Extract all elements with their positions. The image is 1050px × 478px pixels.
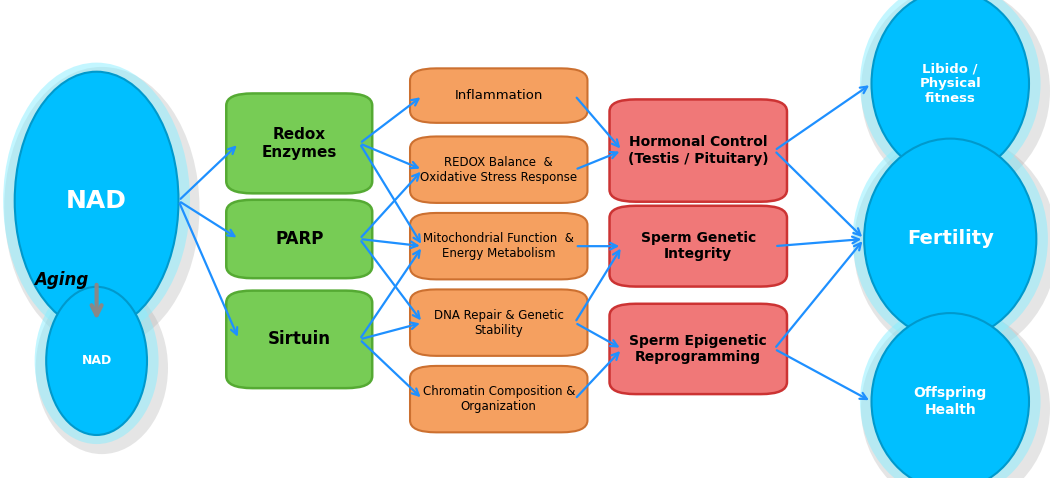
Text: Chromatin Composition &
Organization: Chromatin Composition & Organization xyxy=(422,385,575,413)
Ellipse shape xyxy=(4,67,200,349)
FancyBboxPatch shape xyxy=(609,99,788,202)
Text: DNA Repair & Genetic
Stability: DNA Repair & Genetic Stability xyxy=(434,309,564,337)
Text: PARP: PARP xyxy=(275,230,323,248)
FancyBboxPatch shape xyxy=(609,206,788,287)
Text: Sirtuin: Sirtuin xyxy=(268,330,331,348)
Text: Hormonal Control
(Testis / Pituitary): Hormonal Control (Testis / Pituitary) xyxy=(628,135,769,166)
Text: Mitochondrial Function  &
Energy Metabolism: Mitochondrial Function & Energy Metaboli… xyxy=(423,232,574,260)
Ellipse shape xyxy=(872,313,1029,478)
FancyBboxPatch shape xyxy=(410,68,587,123)
FancyBboxPatch shape xyxy=(226,200,372,278)
Text: Redox
Enzymes: Redox Enzymes xyxy=(261,127,337,160)
Text: Sperm Epigenetic
Reprogramming: Sperm Epigenetic Reprogramming xyxy=(629,334,768,364)
Ellipse shape xyxy=(861,308,1050,478)
Ellipse shape xyxy=(864,139,1036,339)
Ellipse shape xyxy=(872,0,1029,177)
Text: Aging: Aging xyxy=(34,271,88,289)
FancyBboxPatch shape xyxy=(410,366,587,432)
FancyBboxPatch shape xyxy=(410,290,587,356)
Ellipse shape xyxy=(854,134,1050,358)
Text: NAD: NAD xyxy=(66,189,127,213)
FancyBboxPatch shape xyxy=(226,291,372,388)
Text: Libido /
Physical
fitness: Libido / Physical fitness xyxy=(920,62,981,105)
Ellipse shape xyxy=(15,72,178,330)
Ellipse shape xyxy=(853,130,1048,348)
Text: Inflammation: Inflammation xyxy=(455,89,543,102)
Ellipse shape xyxy=(860,0,1041,186)
Text: NAD: NAD xyxy=(82,354,111,368)
Text: REDOX Balance  &
Oxidative Stress Response: REDOX Balance & Oxidative Stress Respons… xyxy=(420,156,578,184)
FancyBboxPatch shape xyxy=(410,137,587,203)
Ellipse shape xyxy=(36,282,168,454)
Ellipse shape xyxy=(861,0,1050,196)
Text: Sperm Genetic
Integrity: Sperm Genetic Integrity xyxy=(640,231,756,261)
Ellipse shape xyxy=(35,278,159,444)
FancyBboxPatch shape xyxy=(410,213,587,279)
Ellipse shape xyxy=(860,304,1041,478)
Ellipse shape xyxy=(46,287,147,435)
Text: Offspring
Health: Offspring Health xyxy=(914,386,987,417)
FancyBboxPatch shape xyxy=(609,304,788,394)
FancyBboxPatch shape xyxy=(226,94,372,194)
Text: Fertility: Fertility xyxy=(907,229,993,249)
Ellipse shape xyxy=(3,63,190,339)
